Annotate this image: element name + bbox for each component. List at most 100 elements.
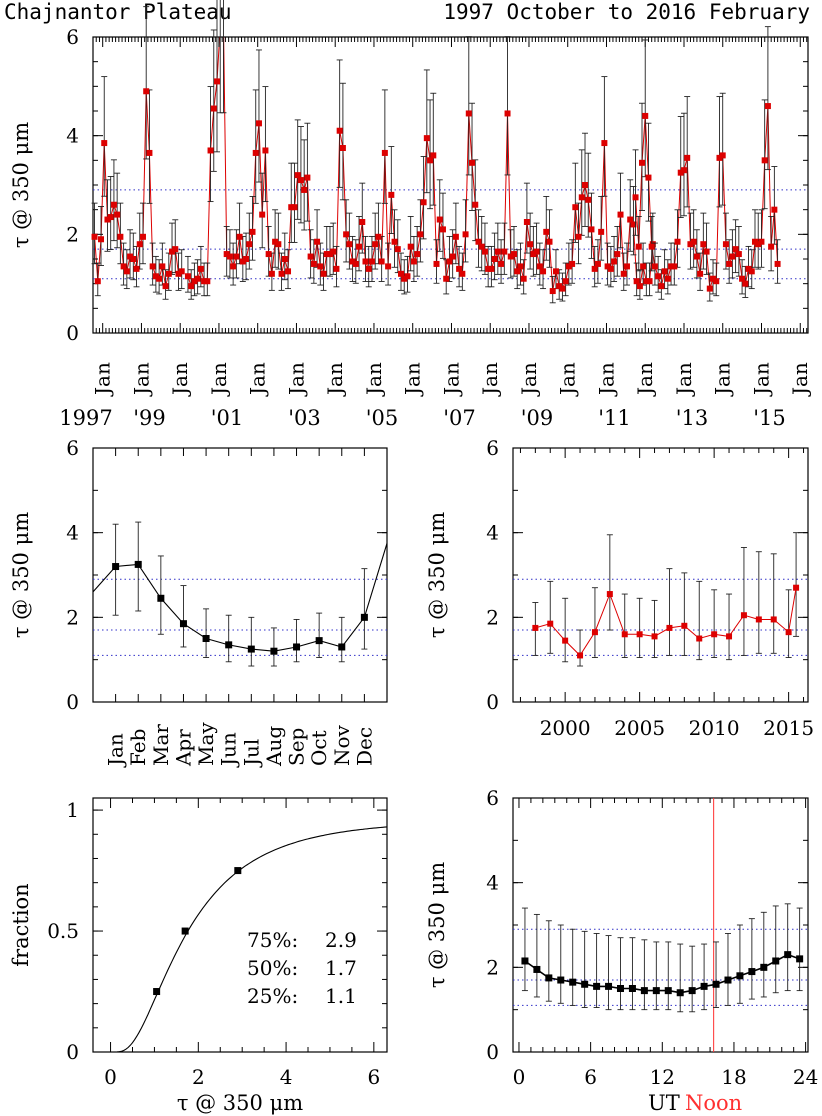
timeseries-point [243, 256, 250, 262]
timeseries-point [719, 152, 726, 159]
monthly-xtick-label: Nov [330, 724, 354, 766]
timeseries-point [651, 263, 658, 270]
timeseries-point [504, 110, 511, 117]
timeseries-ytick-label: 2 [66, 222, 79, 246]
timeseries-point [546, 238, 553, 245]
timeseries-point [343, 231, 350, 238]
timeseries-point [614, 251, 621, 258]
timeseries-point [510, 251, 517, 258]
timeseries-point [748, 268, 755, 275]
timeseries-point [110, 201, 117, 208]
timeseries-point [94, 278, 101, 285]
monthly-point [315, 637, 323, 645]
monthly-xtick-label: Feb [126, 729, 150, 766]
cumulative-annotation-pct: 75%: [247, 928, 298, 952]
yearly-ytick-label: 6 [486, 436, 499, 460]
timeseries-point [352, 260, 359, 267]
yearly-point [755, 616, 762, 623]
diurnal-point [760, 963, 768, 971]
cumulative-annotation-value: 2.9 [325, 928, 357, 952]
monthly-point [247, 645, 255, 653]
timeseries-year-label: '09 [521, 406, 554, 430]
yearly-point [547, 620, 554, 627]
timeseries-point [414, 251, 421, 258]
timeseries-point [91, 233, 98, 240]
monthly-xtick-label: Apr [171, 729, 195, 767]
timeseries-month-label: Jan [594, 362, 618, 397]
timeseries-point [475, 238, 482, 245]
timeseries-point [427, 157, 434, 164]
timeseries-point [514, 268, 521, 275]
cumulative-xlabel: τ @ 350 μm [177, 1091, 303, 1115]
timeseries-point [255, 120, 262, 127]
cumulative-xtick-label: 2 [192, 1065, 205, 1089]
diurnal-point [688, 987, 696, 995]
monthly-ytick-label: 6 [66, 436, 79, 460]
timeseries-point [120, 263, 127, 270]
cumulative-ytick-label: 0.5 [47, 919, 79, 943]
timeseries-point [645, 174, 652, 181]
timeseries-point [598, 228, 605, 235]
monthly-xtick-label: Oct [307, 730, 331, 766]
cumulative-xtick-label: 0 [104, 1065, 117, 1089]
diurnal-xtick-label: 12 [650, 1065, 675, 1089]
timeseries-point [604, 263, 611, 270]
diurnal-xtick-label: 6 [584, 1065, 597, 1089]
timeseries-ytick-label: 0 [66, 321, 79, 345]
timeseries-point [632, 194, 639, 201]
timeseries-month-label: Jan [284, 362, 308, 397]
timeseries-point [726, 260, 733, 267]
timeseries-month-label: Jan [788, 362, 812, 397]
timeseries-point [368, 258, 375, 265]
diurnal-xlabel-ut: UT [648, 1091, 680, 1115]
monthly-point [270, 647, 278, 655]
timeseries-month-label: Jan [129, 362, 153, 397]
cumulative-annotation-value: 1.1 [325, 984, 357, 1008]
monthly-xtick-label: Jun [217, 732, 241, 768]
yearly-point [577, 652, 584, 659]
timeseries-point [456, 265, 463, 272]
timeseries-point [281, 256, 288, 262]
timeseries-point [565, 263, 572, 270]
cumulative-ylabel: fraction [9, 883, 33, 966]
diurnal-point [676, 989, 684, 997]
timeseries-point [249, 228, 256, 235]
timeseries-point [101, 140, 108, 147]
timeseries-point [339, 145, 346, 151]
timeseries-point [291, 204, 298, 211]
cumulative-annotation-value: 1.7 [325, 956, 357, 980]
timeseries-point [661, 268, 668, 275]
timeseries-point [288, 204, 295, 211]
timeseries-point [156, 275, 163, 282]
timeseries-point [297, 177, 304, 184]
timeseries-point [655, 273, 662, 280]
timeseries-point [213, 78, 220, 85]
monthly-ylabel: τ @ 350 μm [9, 512, 33, 638]
timeseries-point [764, 103, 771, 110]
timeseries-point [210, 105, 217, 112]
timeseries-point [197, 265, 204, 272]
timeseries-point [320, 270, 327, 277]
timeseries-point [152, 273, 159, 280]
timeseries-point [317, 263, 324, 270]
cumulative-xtick-label: 4 [280, 1065, 293, 1089]
timeseries-point [410, 258, 417, 265]
timeseries-point [430, 152, 437, 159]
monthly-ytick-label: 4 [66, 521, 79, 545]
timeseries-point [501, 248, 508, 255]
diurnal-point [664, 987, 672, 995]
timeseries-point [349, 258, 356, 265]
timeseries-point [594, 260, 601, 267]
yearly-xtick-label: 2010 [689, 716, 740, 740]
timeseries-point [481, 248, 488, 255]
timeseries-year-label: '03 [288, 406, 321, 430]
timeseries-point [239, 258, 246, 265]
timeseries-month-label: Jan [711, 362, 735, 397]
yearly-point [532, 624, 539, 631]
timeseries-ylabel: τ @ 350 μm [9, 122, 33, 248]
site-title: Chajnantor Plateau [4, 0, 232, 24]
yearly-point [696, 635, 703, 642]
diurnal-xlabel-noon: Noon [685, 1091, 742, 1115]
monthly-xtick-label: Jan [104, 733, 128, 768]
